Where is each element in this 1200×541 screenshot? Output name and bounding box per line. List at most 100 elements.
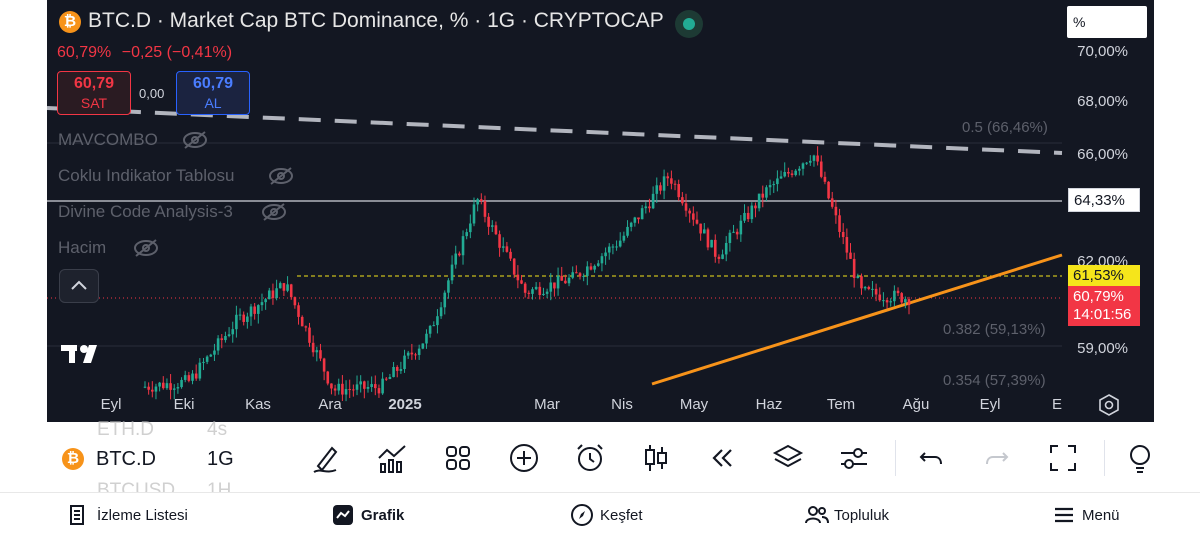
x-tick-label: Kas bbox=[245, 396, 271, 413]
candle-up bbox=[344, 389, 348, 395]
candle-up bbox=[406, 352, 410, 356]
candle-up bbox=[428, 325, 432, 334]
indicators-button[interactable] bbox=[374, 440, 410, 476]
undo-button[interactable] bbox=[913, 440, 949, 476]
indicator-coklu[interactable]: Coklu Indikator Tablosu bbox=[58, 166, 235, 185]
candle-up bbox=[607, 246, 611, 253]
candle-down bbox=[348, 389, 352, 391]
candle-down bbox=[498, 234, 501, 248]
buy-button[interactable]: 60,79 AL bbox=[176, 71, 250, 115]
candle-up bbox=[549, 282, 553, 292]
candle-up bbox=[856, 276, 860, 279]
candle-up bbox=[180, 379, 183, 388]
sell-button[interactable]: 60,79 SAT bbox=[57, 71, 131, 115]
layouts-button[interactable] bbox=[440, 440, 476, 476]
alert-button[interactable] bbox=[572, 440, 608, 476]
nav-menu-label: Menü bbox=[1082, 507, 1120, 524]
candle-down bbox=[458, 253, 461, 256]
candle-up bbox=[618, 240, 622, 247]
candle-up bbox=[355, 384, 359, 390]
candle-up bbox=[172, 388, 176, 390]
candle-up bbox=[238, 314, 242, 316]
candle-up bbox=[702, 229, 706, 234]
current-price: 60,79% bbox=[57, 44, 112, 61]
compass-icon bbox=[571, 504, 593, 526]
chart-type-button[interactable] bbox=[638, 440, 674, 476]
candle-down bbox=[695, 219, 699, 224]
indicator-hacim[interactable]: Hacim bbox=[58, 238, 107, 257]
candle-up bbox=[209, 354, 213, 357]
candle-up bbox=[651, 193, 655, 209]
x-tick-label: Ara bbox=[318, 396, 342, 413]
lightbulb-icon bbox=[1130, 445, 1150, 473]
chart-title[interactable]: BTC.D · Market Cap BTC Dominance, % · 1G… bbox=[88, 9, 664, 32]
candle-down bbox=[681, 197, 684, 204]
candle-up bbox=[604, 252, 607, 257]
candle-up bbox=[776, 178, 779, 185]
chevron-up-icon bbox=[71, 280, 87, 290]
add-symbol-button[interactable] bbox=[506, 440, 542, 476]
scale-mode-button[interactable]: % bbox=[1067, 6, 1147, 38]
nav-community[interactable]: Topluluk bbox=[805, 506, 889, 524]
drawing-tool-button[interactable] bbox=[308, 440, 344, 476]
objects-tree-button[interactable] bbox=[770, 440, 806, 476]
candle-down bbox=[538, 286, 542, 296]
candle-up bbox=[198, 362, 202, 379]
x-tick-label: E bbox=[1051, 396, 1063, 413]
eye-off-icon[interactable] bbox=[261, 202, 287, 222]
nav-chart-label: Grafik bbox=[361, 507, 405, 524]
chart-canvas[interactable] bbox=[47, 0, 1154, 422]
nav-chart[interactable]: Grafik bbox=[333, 505, 405, 525]
candle-up bbox=[205, 356, 209, 362]
candle-down bbox=[874, 288, 878, 295]
chart-settings-icon[interactable] bbox=[1097, 393, 1121, 417]
y-tick-label: 68,00% bbox=[1077, 93, 1128, 110]
candle-up bbox=[644, 206, 648, 209]
ghost-symbol-above: ETH.D bbox=[97, 419, 154, 440]
candle-up bbox=[202, 361, 205, 363]
ideas-button[interactable] bbox=[1122, 440, 1152, 476]
candle-down bbox=[787, 172, 790, 174]
pencil-icon bbox=[313, 446, 338, 473]
candle-down bbox=[900, 293, 903, 303]
indicator-mavcombo[interactable]: MAVCOMBO bbox=[58, 130, 158, 149]
y-tick-label: 66,00% bbox=[1077, 146, 1128, 163]
downtrend-line bbox=[47, 106, 1063, 155]
collapse-indicators-button[interactable] bbox=[59, 269, 99, 303]
y-tick-label: 70,00% bbox=[1077, 43, 1128, 60]
eye-off-icon[interactable] bbox=[268, 166, 294, 186]
nav-watchlist[interactable]: İzleme Listesi bbox=[70, 505, 188, 525]
candle-up bbox=[432, 325, 436, 327]
interval-picker[interactable]: 1G bbox=[207, 448, 234, 470]
candle-up bbox=[472, 204, 476, 224]
candle-down bbox=[253, 306, 256, 314]
sell-label: SAT bbox=[80, 95, 108, 111]
candle-up bbox=[545, 291, 549, 294]
eye-off-icon[interactable] bbox=[133, 238, 159, 258]
candle-down bbox=[322, 358, 326, 372]
x-tick-label: Tem bbox=[826, 396, 856, 413]
candle-up bbox=[213, 350, 216, 355]
settings-button[interactable] bbox=[836, 440, 872, 476]
eye-off-icon[interactable] bbox=[182, 130, 208, 150]
candle-up bbox=[425, 333, 428, 344]
candle-up bbox=[812, 155, 816, 161]
candle-countdown: 14:01:56 bbox=[1073, 306, 1132, 323]
market-open-icon bbox=[675, 10, 703, 38]
redo-button[interactable] bbox=[979, 440, 1015, 476]
nav-menu[interactable]: Menü bbox=[1055, 507, 1120, 524]
nav-explore[interactable]: Keşfet bbox=[571, 504, 643, 526]
indicators-icon bbox=[378, 445, 406, 473]
nav-watchlist-label: İzleme Listesi bbox=[97, 507, 188, 524]
chart-panel[interactable]: ₿ BTC.D · Market Cap BTC Dominance, % · … bbox=[47, 0, 1154, 422]
fullscreen-button[interactable] bbox=[1045, 440, 1081, 476]
symbol-picker[interactable]: BTC.D bbox=[96, 448, 156, 470]
candle-up bbox=[531, 289, 534, 294]
replay-button[interactable] bbox=[704, 440, 740, 476]
redo-icon bbox=[986, 452, 1009, 465]
candle-up bbox=[728, 232, 732, 243]
indicator-divine[interactable]: Divine Code Analysis-3 bbox=[58, 202, 233, 221]
candle-up bbox=[399, 369, 403, 371]
chart-icon bbox=[333, 505, 353, 525]
fib-label-0.354: 0.354 (57,39%) bbox=[943, 372, 1046, 389]
